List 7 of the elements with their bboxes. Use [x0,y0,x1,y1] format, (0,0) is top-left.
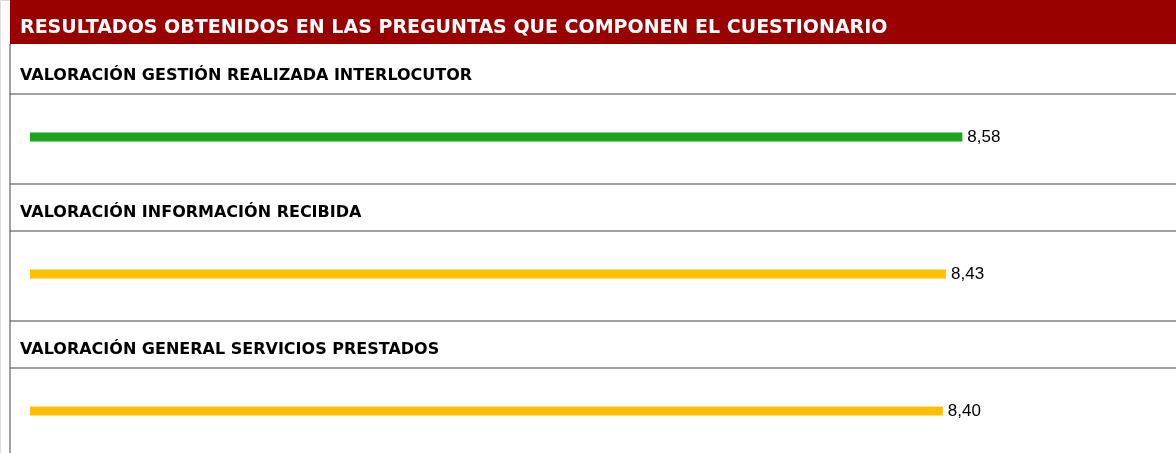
y-tick-label: VALORACIÓN GESTIÓN REALIZADA INTERLOCUTOR [20,65,473,84]
y-tick-label: VALORACIÓN INFORMACIÓN RECIBIDA [20,202,362,221]
chart-title: RESULTADOS OBTENIDOS EN LAS PREGUNTAS QUE COMPONEN EL CUESTIONARIO [20,15,888,37]
y-tick-label: VALORACIÓN GENERAL SERVICIOS PRESTADOS [20,339,440,358]
data-label: 8,58 [967,127,1001,146]
data-label: 8,40 [947,401,981,420]
data-label: 8,43 [951,264,985,283]
